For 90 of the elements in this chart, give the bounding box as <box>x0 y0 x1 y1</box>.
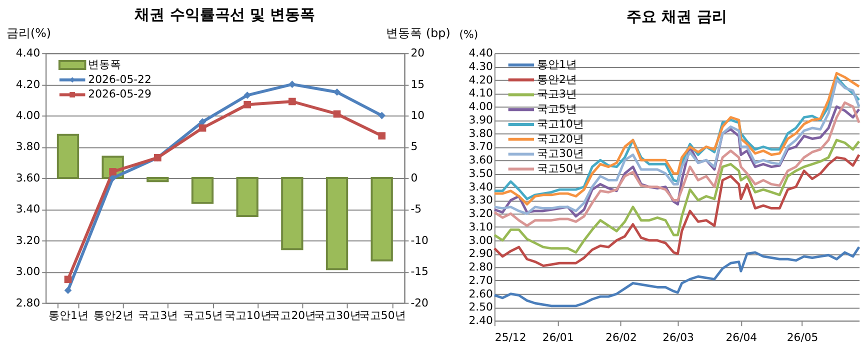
x-tick-label: 국고3년 <box>138 309 178 322</box>
y2-tick-label: -5 <box>410 202 422 216</box>
x-tick-label: 국고50년 <box>358 309 406 322</box>
y2-tick-label: 0 <box>410 171 418 184</box>
x-tick-label: 26/02 <box>606 330 637 344</box>
x-tick-label: 국고20년 <box>269 309 316 322</box>
y2-tick-label: 5 <box>410 140 418 154</box>
y-tick-label: 3.20 <box>468 207 494 220</box>
legend-label: 국고30년 <box>537 147 584 160</box>
y-tick-label: 2.70 <box>468 274 494 287</box>
y-tick-label: 4.30 <box>468 60 494 73</box>
point <box>288 98 296 106</box>
y-tick-label: 4.20 <box>16 78 40 91</box>
bar <box>236 176 258 218</box>
y-tick-label: 2.60 <box>468 287 494 300</box>
y-tick-label: 2.80 <box>468 260 494 274</box>
legend-label: 2026-05-29 <box>88 88 152 101</box>
point <box>64 286 72 294</box>
x-tick-label: 통안2년 <box>93 309 134 322</box>
legend-label: 국고10년 <box>537 117 584 130</box>
y-tick-label: 3.10 <box>468 220 494 234</box>
y2-tick-label: 10 <box>410 109 425 122</box>
y2-tick-label: -20 <box>410 296 429 310</box>
x-tick-label: 26/03 <box>662 330 694 344</box>
x-tick-label: 26/01 <box>542 330 574 344</box>
y-tick-label: 4.00 <box>16 109 40 122</box>
legend-label: 변동폭 <box>88 58 122 71</box>
y-tick-label: 2.50 <box>468 300 494 314</box>
bar <box>281 176 304 250</box>
x-tick-label: 국고10년 <box>224 309 272 322</box>
x-tick-label: 25/12 <box>494 330 526 344</box>
x-tick-label: 통안1년 <box>48 309 88 322</box>
point <box>109 174 117 182</box>
y2-tick-label: 15 <box>410 78 425 91</box>
x-tick-label: 26/04 <box>726 330 758 344</box>
line-series <box>493 246 860 308</box>
legend-label: 국고5년 <box>537 102 577 116</box>
point <box>333 88 341 96</box>
y2-tick-label: -15 <box>410 265 428 278</box>
legend-label: 2026-05-22 <box>88 72 152 86</box>
bar <box>370 176 393 262</box>
y-tick-label: 4.40 <box>16 46 40 60</box>
bar <box>146 176 169 182</box>
y2-tick-label: 20 <box>410 46 425 60</box>
chart-title: 채권 수익률곡선 및 변동폭 <box>134 5 316 24</box>
point <box>244 92 252 99</box>
x-tick-label: 국고5년 <box>183 309 223 322</box>
point <box>288 80 296 88</box>
point <box>333 110 341 118</box>
y-tick-label: 3.30 <box>468 194 494 207</box>
y-tick-label: 4.00 <box>468 100 494 114</box>
y-tick-label: 3.40 <box>16 202 40 216</box>
y-tick-label: 3.00 <box>16 265 40 278</box>
y-tick-label: 3.60 <box>16 171 40 184</box>
y-axis-title: 금리(%) <box>6 26 52 40</box>
y-tick-label: 3.90 <box>468 113 494 126</box>
y-tick-label: 3.40 <box>468 180 494 194</box>
point <box>198 124 206 132</box>
y2-axis-title: 변동폭 (bp) <box>386 26 450 40</box>
chart-title: 주요 채권 금리 <box>626 7 727 26</box>
y2-tick-label: -10 <box>410 234 429 247</box>
y-tick-label: 3.80 <box>468 126 494 140</box>
legend-label: 통안2년 <box>537 72 577 86</box>
bar <box>326 176 348 270</box>
legend-label: 통안1년 <box>537 58 577 71</box>
y-tick-label: 2.80 <box>16 296 40 310</box>
point <box>378 132 386 140</box>
point <box>64 276 72 284</box>
point <box>244 100 252 108</box>
y-tick-label: 3.20 <box>16 234 40 247</box>
legend-label: 국고20년 <box>537 132 584 146</box>
point <box>378 112 386 120</box>
legend-label: 국고50년 <box>537 162 584 176</box>
y-tick-label: 3.70 <box>468 140 494 154</box>
y-tick-label: 3.60 <box>468 154 494 167</box>
point <box>109 168 117 176</box>
y-tick-label: 4.20 <box>468 73 494 86</box>
y-tick-label: 2.90 <box>468 247 494 260</box>
y-tick-label: 3.00 <box>468 234 494 247</box>
bar <box>191 176 214 204</box>
y-tick-label: 3.80 <box>16 140 40 154</box>
y-tick-label: 4.10 <box>468 86 494 100</box>
y-tick-label: 3.50 <box>468 166 494 180</box>
y-tick-label: 2.40 <box>468 314 494 328</box>
bar <box>56 134 80 179</box>
y-tick-label: 4.40 <box>468 46 494 60</box>
x-tick-label: 26/05 <box>786 330 818 344</box>
legend-label: 국고3년 <box>537 88 577 101</box>
x-tick-label: 국고30년 <box>314 309 361 322</box>
y-axis-title: (%) <box>459 28 478 41</box>
